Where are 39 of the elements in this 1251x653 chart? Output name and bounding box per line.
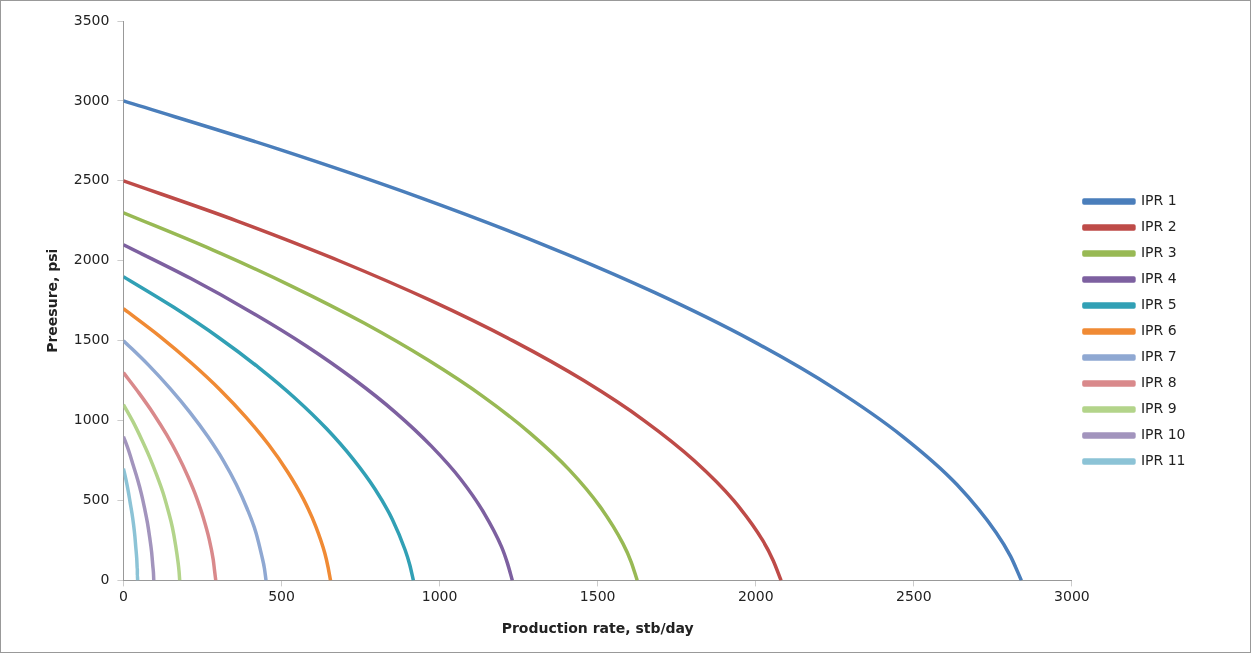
line-series: [123, 338, 268, 581]
x-tick-label: 0: [118, 588, 128, 605]
line-series: [123, 179, 783, 581]
line-series: [123, 434, 156, 581]
legend-label: IPR 10: [1140, 426, 1231, 443]
legend-label: IPR 3: [1140, 244, 1222, 261]
y-axis-title: Preesure, psi: [44, 248, 61, 353]
legend-label: IPR 4: [1140, 270, 1222, 287]
line-series: [123, 274, 416, 581]
line-series: [123, 243, 515, 581]
line-series: [123, 211, 639, 581]
y-tick-label: 1500: [73, 331, 110, 348]
legend-label: IPR 11: [1140, 452, 1231, 469]
legend-label: IPR 6: [1140, 322, 1222, 339]
x-axis-title: Production rate, stb/day: [501, 620, 694, 637]
y-tick-label: 2000: [73, 251, 110, 268]
x-tick-label: 2500: [896, 588, 932, 605]
y-tick-label: 3500: [73, 11, 110, 28]
legend-label: IPR 7: [1140, 348, 1222, 365]
line-series: [123, 402, 182, 581]
line-series: [123, 306, 333, 581]
line-series: [123, 99, 1024, 581]
y-tick-label: 1000: [73, 411, 110, 428]
x-tick-label: 2000: [737, 588, 774, 605]
legend-label: IPR 8: [1140, 374, 1222, 391]
x-tick-label: 1500: [579, 588, 616, 605]
legend-label: IPR 1: [1140, 192, 1222, 209]
x-tick-label: 500: [268, 588, 295, 605]
legend-label: IPR 2: [1140, 218, 1222, 235]
y-tick-label: 2500: [73, 171, 110, 188]
x-tick-label: 1000: [421, 588, 458, 605]
line-series: [123, 466, 140, 581]
y-tick-label: 0: [100, 571, 110, 588]
y-tick-label: 3000: [73, 91, 110, 108]
legend-label: IPR 9: [1140, 400, 1222, 417]
line-series: [123, 370, 218, 581]
legend-label: IPR 5: [1140, 296, 1222, 313]
y-tick-label: 500: [82, 491, 110, 508]
x-tick-label: 3000: [1054, 588, 1090, 605]
